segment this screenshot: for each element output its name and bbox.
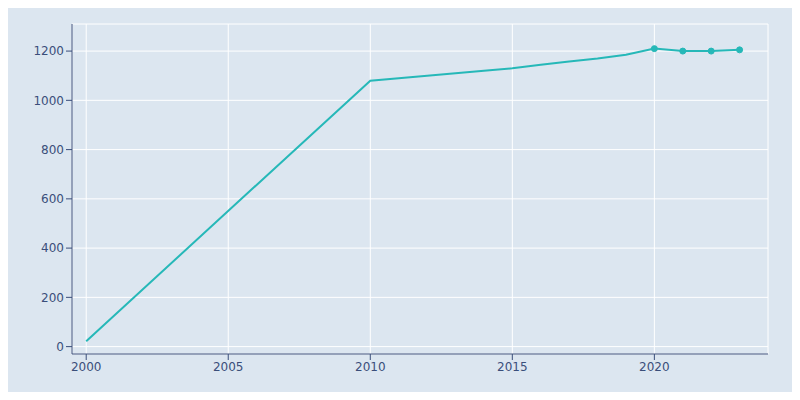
svg-text:200: 200	[41, 291, 64, 305]
svg-text:400: 400	[41, 241, 64, 255]
svg-text:1000: 1000	[33, 94, 64, 108]
svg-text:600: 600	[41, 192, 64, 206]
svg-text:2015: 2015	[497, 360, 528, 374]
svg-text:2005: 2005	[213, 360, 244, 374]
svg-text:0: 0	[56, 340, 64, 354]
svg-text:2010: 2010	[355, 360, 386, 374]
svg-text:2020: 2020	[639, 360, 670, 374]
svg-text:800: 800	[41, 143, 64, 157]
svg-text:1200: 1200	[33, 44, 64, 58]
svg-text:2000: 2000	[71, 360, 102, 374]
